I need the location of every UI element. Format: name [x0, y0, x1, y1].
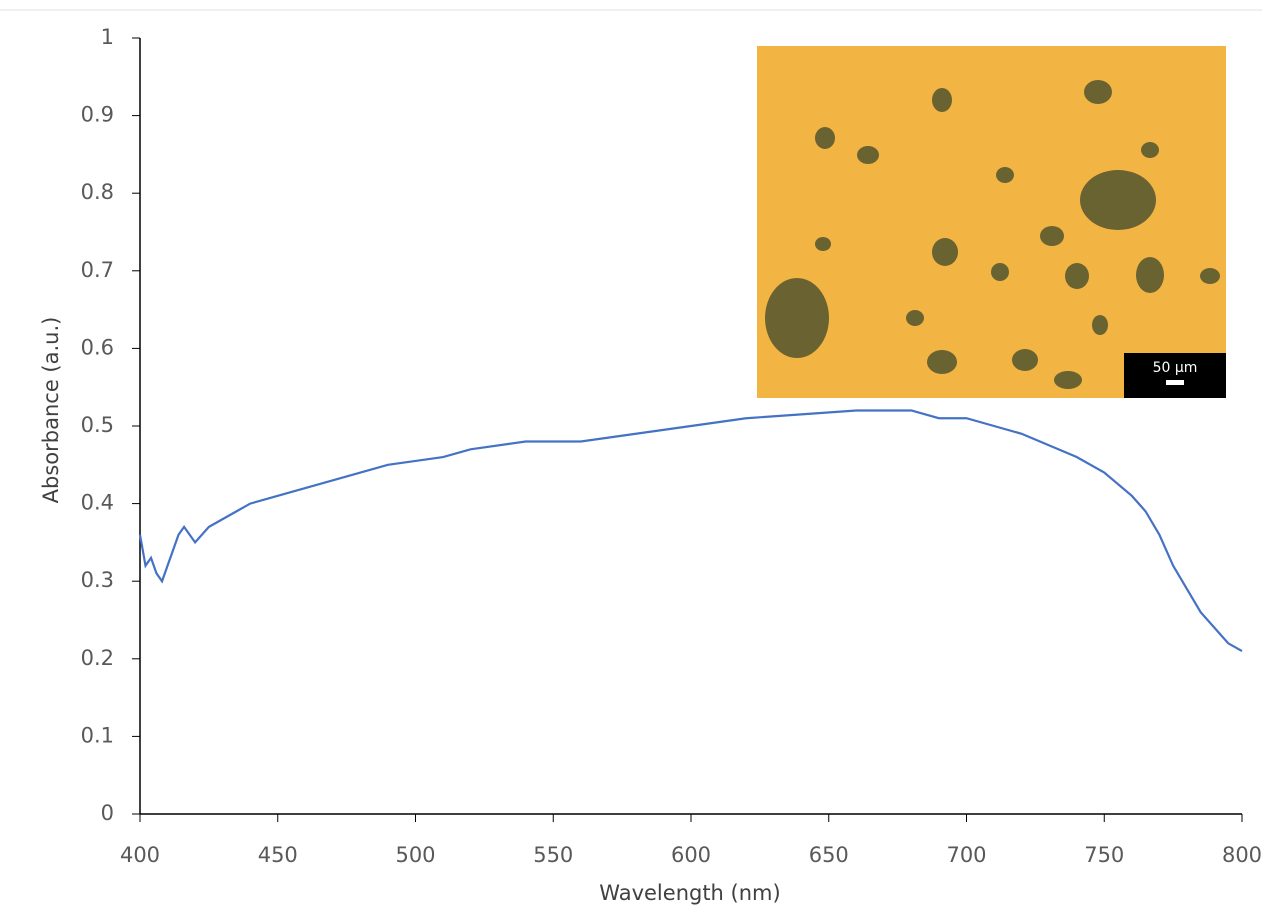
y-tick-label: 0.2	[81, 646, 114, 670]
x-tick-label: 700	[946, 843, 986, 867]
x-tick-label: 800	[1222, 843, 1262, 867]
x-tick-label: 750	[1084, 843, 1124, 867]
x-tick-label: 400	[120, 843, 160, 867]
x-axis-title: Wavelength (nm)	[599, 881, 780, 905]
data-line	[138, 409, 1243, 652]
y-tick-label: 0.5	[81, 413, 114, 437]
scale-label: 50 µm	[1153, 360, 1198, 376]
x-tick-label: 650	[809, 843, 849, 867]
y-tick-label: 0.7	[81, 258, 114, 282]
scale-bar-box	[1124, 353, 1226, 398]
y-tick-label: 0.1	[81, 723, 114, 747]
y-tick-label: 0.9	[81, 103, 114, 127]
x-tick-label: 450	[258, 843, 298, 867]
y-tick-label: 0	[101, 801, 114, 825]
micrograph	[757, 46, 1226, 398]
y-tick-label: 0.4	[81, 491, 114, 515]
y-tick-label: 1	[101, 25, 114, 49]
inset-image: 50 µm	[757, 46, 1226, 398]
x-tick-label: 600	[671, 843, 711, 867]
y-axis-title: Absorbance (a.u.)	[39, 317, 63, 504]
scale-bar	[1166, 380, 1184, 385]
y-tick-label: 0.8	[81, 180, 114, 204]
y-tick-label: 0.6	[81, 335, 114, 359]
y-tick-label: 0.3	[81, 568, 114, 592]
particles	[765, 80, 1220, 389]
x-tick-label: 550	[533, 843, 573, 867]
x-tick-label: 500	[395, 843, 435, 867]
